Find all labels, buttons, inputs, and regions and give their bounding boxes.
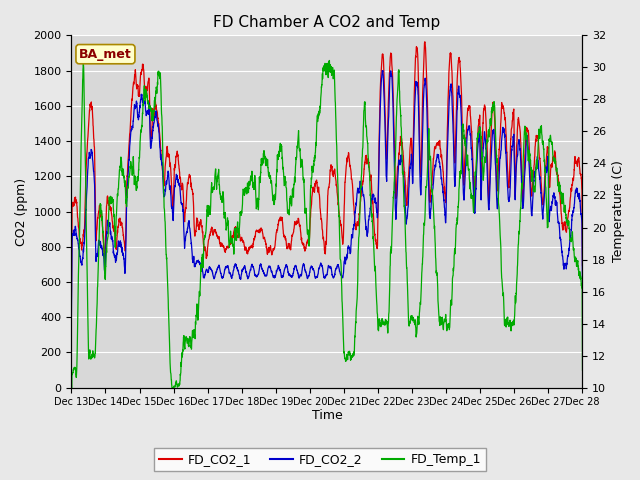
Legend: FD_CO2_1, FD_CO2_2, FD_Temp_1: FD_CO2_1, FD_CO2_2, FD_Temp_1 — [154, 448, 486, 471]
X-axis label: Time: Time — [312, 409, 342, 422]
Y-axis label: CO2 (ppm): CO2 (ppm) — [15, 178, 28, 246]
Title: FD Chamber A CO2 and Temp: FD Chamber A CO2 and Temp — [213, 15, 440, 30]
Y-axis label: Temperature (C): Temperature (C) — [612, 161, 625, 263]
Text: BA_met: BA_met — [79, 48, 132, 60]
